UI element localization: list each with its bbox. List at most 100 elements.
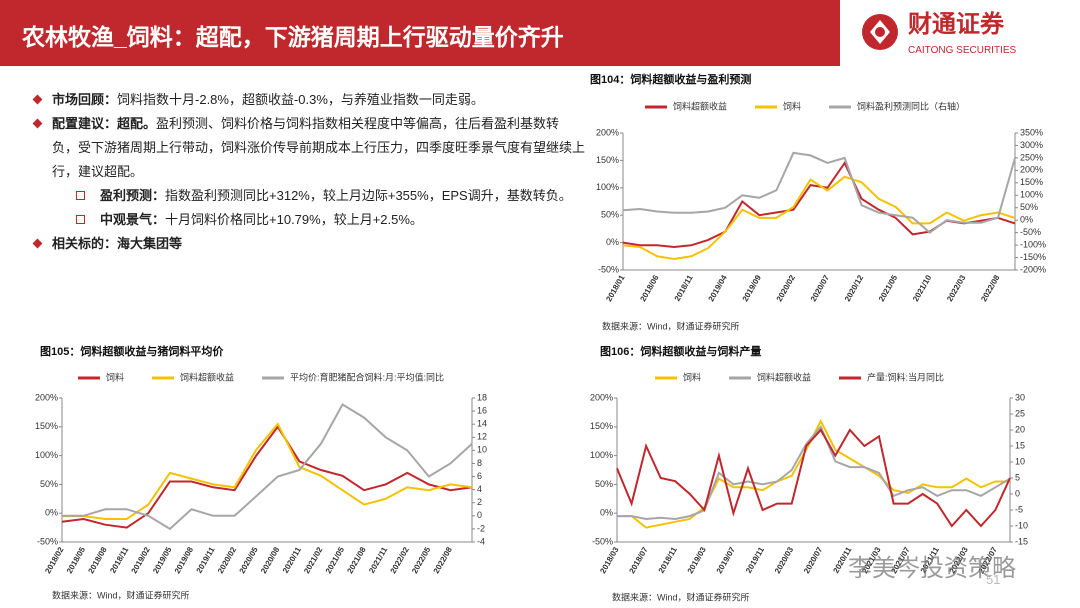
y2-tick-label: 5 [1015,472,1020,482]
y2-tick-label: 150% [1020,177,1043,187]
bullet-text: 十月饲料价格同比+10.79%，较上月+2.5%。 [165,212,423,227]
legend-label: 饲料 [683,371,701,382]
legend-label: 饲料 [106,371,124,382]
x-tick-label: 2020/11 [281,545,303,575]
y2-tick-label: -100% [1020,239,1046,249]
y-tick-label: 200% [590,392,613,402]
y2-tick-label: 2 [477,497,482,507]
y-tick-label: 0% [600,508,613,518]
legend-label: 产量:饲料:当月同比 [867,371,944,382]
legend-label: 饲料 [783,100,801,111]
legend-label: 饲料盈利预测同比（右轴） [857,100,965,111]
chart-title: 图105：饲料超额收益与猪饲料平均价 [40,344,224,358]
x-tick-label: 2021/11 [367,545,389,575]
y-tick-label: 50% [595,479,613,489]
bullet-list: 市场回顾：饲料指数十月-2.8%，超额收益-0.3%，与养殖业指数一同走弱。 配… [30,88,585,256]
series-line [616,428,1011,528]
y2-tick-label: 6 [477,471,482,481]
x-tick-label: 2018/11 [657,545,679,575]
y-tick-label: 150% [35,421,58,431]
y2-tick-label: 15 [1015,440,1025,450]
x-tick-label: 2018/11 [673,273,695,303]
y2-tick-label: 0% [1020,215,1033,225]
y2-tick-label: 8 [477,458,482,468]
source-note: 数据来源：Wind，财通证券研究所 [612,591,750,602]
x-tick-label: 2019/09 [741,273,764,303]
y2-tick-label: -200% [1020,264,1046,274]
y2-tick-label: 100% [1020,190,1043,200]
bullet: 相关标的：海大集团等 [30,232,585,256]
x-tick-label: 2022/05 [410,545,433,575]
logo-icon-dot [875,27,885,37]
legend-label: 平均价:育肥猪配合饲料:月:平均值:同比 [290,371,444,382]
x-tick-label: 2019/02 [130,545,153,575]
y2-tick-label: -50% [1020,227,1041,237]
x-tick-label: 2018/08 [86,545,109,575]
y2-tick-label: 18 [477,392,487,402]
bullet-label: 中观景气： [100,212,166,227]
logo-text: 财通证券 [908,10,1005,38]
x-tick-label: 2018/03 [598,545,621,575]
bullet: 配置建议：超配。盈利预测、饲料价格与饲料指数相关程度中等偏高，往后看盈利基数转负… [30,112,585,184]
x-tick-label: 2018/01 [604,273,627,303]
y-tick-label: 100% [35,450,58,460]
header-title: 农林牧渔_饲料：超配，下游猪周期上行驱动量价齐升 [22,24,564,50]
series-line [62,422,473,520]
y2-tick-label: 4 [477,484,482,494]
header-bar: 农林牧渔_饲料：超配，下游猪周期上行驱动量价齐升 [0,0,840,66]
y2-tick-label: 12 [477,432,487,442]
page-number: 51 [986,572,1001,587]
y-tick-label: 100% [596,182,619,192]
y-tick-label: 150% [590,421,613,431]
logo-subtext: CAITONG SECURITIES [908,45,1016,56]
x-tick-label: 2019/03 [686,545,709,575]
y2-tick-label: 50% [1020,202,1038,212]
y-tick-label: -50% [592,536,613,546]
x-tick-label: 2020/03 [773,545,796,575]
y2-tick-label: 250% [1020,152,1043,162]
y-tick-label: -50% [598,264,619,274]
y2-tick-label: -150% [1020,252,1046,262]
bullet-label: 市场回顾： [52,92,118,107]
bullet-text: 盈利预测、饲料价格与饲料指数相关程度中等偏高，往后看盈利基数转负，受下游猪周期上… [52,116,586,179]
series-line [622,161,1016,249]
source-note: 数据来源：Wind，财通证券研究所 [52,589,190,600]
sub-bullet: 中观景气：十月饲料价格同比+10.79%，较上月+2.5%。 [30,208,585,232]
y-tick-label: 0% [606,237,619,247]
x-tick-label: 2021/08 [345,545,368,575]
bullet-label: 配置建议：超配。 [52,116,157,131]
y-tick-label: 200% [596,127,619,137]
y-tick-label: 0% [45,508,58,518]
y2-tick-label: 300% [1020,140,1043,150]
chart-title: 图104：饲料超额收益与盈利预测 [590,72,751,86]
y2-tick-label: 350% [1020,127,1043,137]
y2-tick-label: 0 [477,510,482,520]
x-tick-label: 2020/07 [809,273,832,303]
x-tick-label: 2021/02 [302,545,325,575]
x-tick-label: 2022/08 [432,545,455,575]
legend-label: 饲料超额收益 [673,100,727,111]
bullet-text: 指数盈利预测同比+312%，较上月边际+355%，EPS调升，基数转负。 [165,188,572,203]
x-tick-label: 2019/11 [744,545,766,575]
series-line [62,403,473,531]
y2-tick-label: 25 [1015,408,1025,418]
y-tick-label: 50% [40,479,58,489]
x-tick-label: 2022/02 [389,545,412,575]
legend-label: 饲料超额收益 [180,371,234,382]
series-line [622,151,1016,234]
x-tick-label: 2021/10 [911,273,934,303]
y2-tick-label: -2 [477,523,485,533]
series-line [622,175,1016,261]
y2-tick-label: -15 [1015,536,1028,546]
x-tick-label: 2019/08 [173,545,196,575]
x-tick-label: 2018/11 [108,545,130,575]
y2-tick-label: -5 [1015,504,1023,514]
sub-bullet: 盈利预测：指数盈利预测同比+312%，较上月边际+355%，EPS调升，基数转负… [30,184,585,208]
y-tick-label: 100% [590,450,613,460]
y2-tick-label: 10 [477,445,487,455]
x-tick-label: 2018/05 [65,545,88,575]
y2-tick-label: 200% [1020,165,1043,175]
x-tick-label: 2021/05 [877,273,900,303]
series-line [617,424,1011,521]
